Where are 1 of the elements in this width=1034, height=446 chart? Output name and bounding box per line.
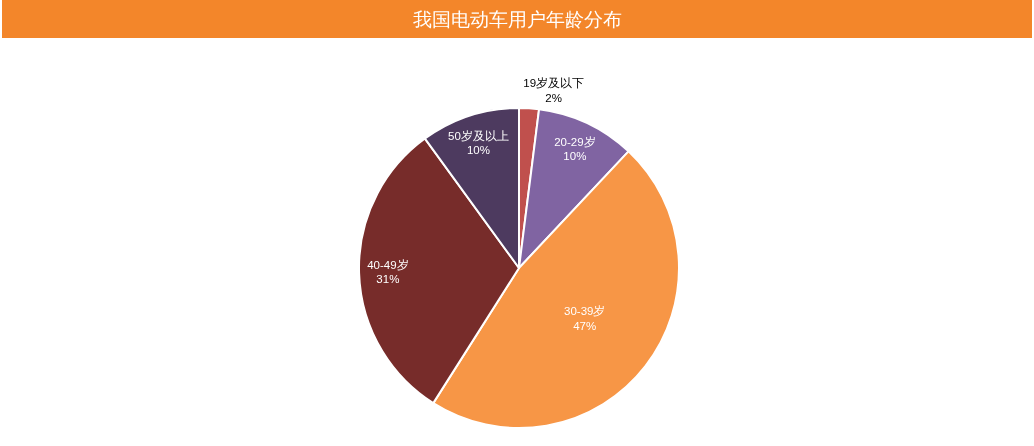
title: 我国电动车用户年龄分布 <box>412 9 622 30</box>
